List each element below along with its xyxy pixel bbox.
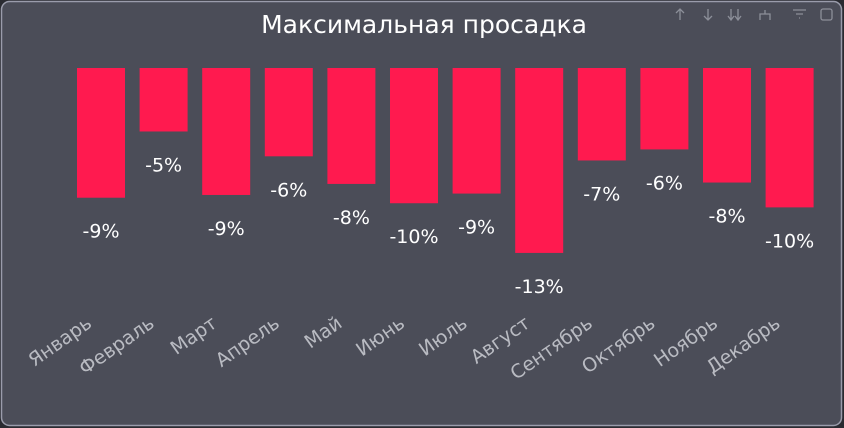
value-label: -13% [515,276,564,298]
bar [703,68,751,183]
value-label: -8% [709,206,746,228]
value-label: -6% [646,172,683,194]
bar [577,68,626,161]
bar [77,68,125,198]
bar [264,68,313,157]
value-label: -10% [389,226,438,248]
bar [640,68,689,150]
value-label: -9% [458,217,495,239]
value-label: -5% [145,154,182,176]
bar [515,68,564,253]
value-label: -8% [333,207,370,229]
value-label: -9% [83,221,120,243]
bar [452,68,501,194]
bar [327,68,376,184]
bar [202,68,251,195]
bar [139,68,188,132]
bar [765,68,814,208]
value-label: -10% [765,230,814,252]
value-label: -6% [270,179,307,201]
value-label: -9% [208,218,245,240]
chart-title: Максимальная просадка [261,10,587,39]
bar [390,68,438,204]
value-label: -7% [583,183,620,205]
toolbar[interactable] [675,8,833,22]
